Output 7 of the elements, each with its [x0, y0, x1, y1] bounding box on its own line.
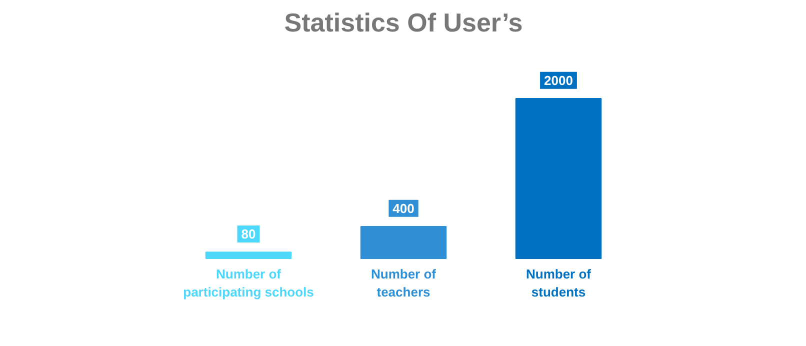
x-tick-label: Number of participating schools [183, 266, 314, 300]
chart-title: Statistics Of User’s [284, 8, 523, 38]
data-label: 2000 [544, 72, 573, 88]
data-label: 80 [241, 226, 256, 242]
x-tick-label: Number of students [526, 266, 592, 300]
data-label: 400 [392, 200, 414, 216]
x-tick-label: Number of teachers [371, 266, 437, 300]
